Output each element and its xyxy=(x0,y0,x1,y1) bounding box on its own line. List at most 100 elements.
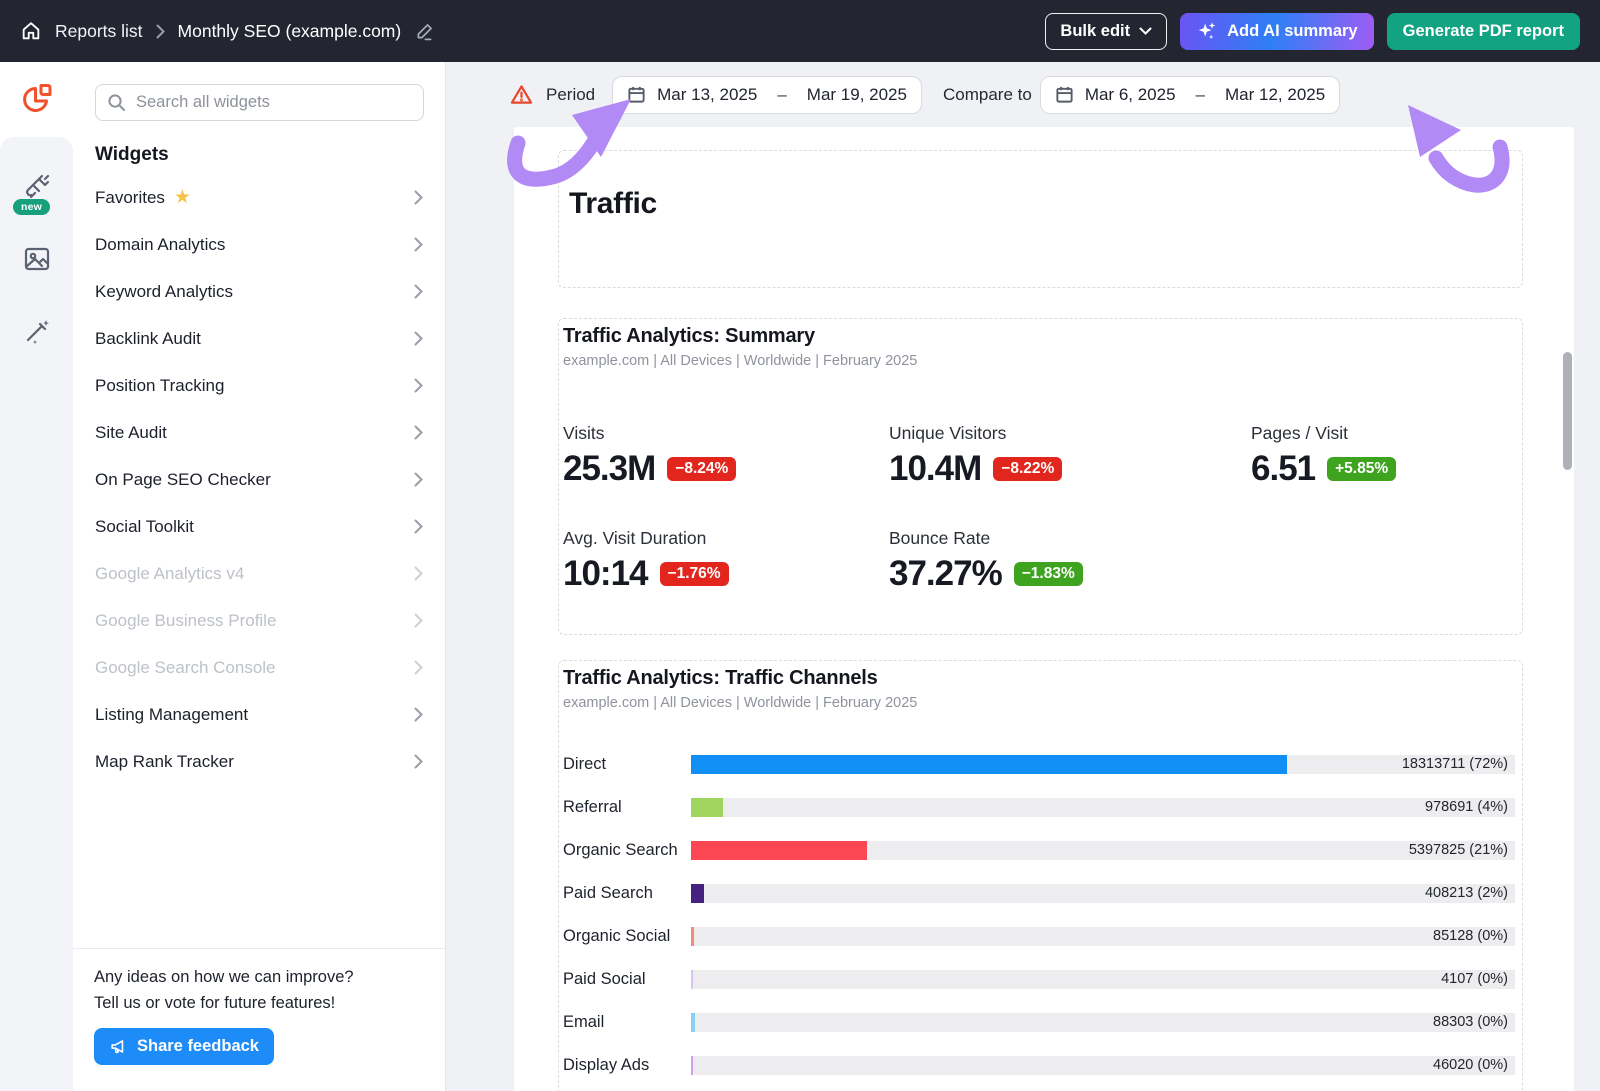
widget-subtitle: example.com | All Devices | Worldwide | … xyxy=(563,353,918,369)
bar-paid-social xyxy=(691,970,693,989)
sidebar-item-map-rank-tracker[interactable]: Map Rank Tracker xyxy=(73,738,445,785)
sidebar-item-position-tracking[interactable]: Position Tracking xyxy=(73,362,445,409)
widgets-panel: Widgets Favorites★ Domain Analytics Keyw… xyxy=(73,62,446,1091)
metric-visits: Visits 25.3M −8.24% xyxy=(563,423,737,489)
change-badge: +5.85% xyxy=(1327,456,1397,482)
change-badge: −8.22% xyxy=(993,456,1063,482)
calendar-icon xyxy=(628,86,645,103)
sidebar-item-social-toolkit[interactable]: Social Toolkit xyxy=(73,503,445,550)
scrollbar-thumb[interactable] xyxy=(1563,352,1572,470)
bar-value: 5397825 (21%) xyxy=(1408,842,1508,858)
bulk-edit-button[interactable]: Bulk edit xyxy=(1045,12,1168,50)
megaphone-icon xyxy=(111,1040,124,1054)
sidebar-item-google-business-profile: Google Business Profile xyxy=(73,597,445,644)
rail-ai-tools-tab[interactable] xyxy=(0,295,73,367)
sidebar-item-listing-management[interactable]: Listing Management xyxy=(73,691,445,738)
bar-value: 85128 (0%) xyxy=(1433,928,1508,944)
compare-date-range[interactable]: Mar 6, 2025 – Mar 12, 2025 xyxy=(1039,75,1341,114)
rail-integrations-tab[interactable]: new xyxy=(0,151,73,223)
rail-secondary-tools: new xyxy=(0,137,73,1091)
bar-organic-search xyxy=(691,841,867,860)
chevron-right-icon xyxy=(414,613,423,628)
channel-row-direct: Direct 18313711 (72%) xyxy=(563,743,1515,786)
generate-pdf-button[interactable]: Generate PDF report xyxy=(1386,12,1580,50)
chevron-right-icon xyxy=(414,284,423,299)
channel-row-display-ads: Display Ads 46020 (0%) xyxy=(563,1044,1515,1087)
chevron-right-icon xyxy=(414,378,423,393)
widget-title: Traffic Analytics: Summary xyxy=(563,325,815,347)
report-title: Monthly SEO (example.com) xyxy=(177,20,402,41)
change-badge: −1.83% xyxy=(1013,561,1083,587)
widgets-search-input[interactable] xyxy=(95,84,424,121)
bar-value: 408213 (2%) xyxy=(1424,885,1508,901)
chevron-right-icon xyxy=(414,707,423,722)
period-bar: Period Mar 13, 2025 – Mar 19, 2025 Compa… xyxy=(446,62,1600,127)
rail-widgets-tab[interactable] xyxy=(0,62,73,134)
traffic-channels-widget[interactable]: Traffic Analytics: Traffic Channels exam… xyxy=(558,660,1523,1091)
widget-title: Traffic Analytics: Traffic Channels xyxy=(563,667,878,689)
magic-wand-icon xyxy=(26,320,49,344)
star-icon: ★ xyxy=(173,187,191,208)
bar-track: 46020 (0%) xyxy=(691,1056,1515,1075)
rail-images-tab[interactable] xyxy=(0,223,73,295)
bar-track: 18313711 (72%) xyxy=(691,755,1515,774)
channel-row-organic-search: Organic Search 5397825 (21%) xyxy=(563,829,1515,872)
section-title: Traffic xyxy=(569,187,657,220)
topbar-actions: Bulk edit Add AI summary Generate PDF re… xyxy=(1045,12,1580,50)
report-canvas-area: Period Mar 13, 2025 – Mar 19, 2025 Compa… xyxy=(446,62,1600,1091)
share-feedback-button[interactable]: Share feedback xyxy=(94,1028,274,1066)
metric-pages-per-visit: Pages / Visit 6.51 +5.85% xyxy=(1251,423,1397,489)
sidebar-item-favorites[interactable]: Favorites ★ xyxy=(73,174,445,221)
sidebar-item-on-page-seo-checker[interactable]: On Page SEO Checker xyxy=(73,456,445,503)
feedback-text-line1: Any ideas on how we can improve? xyxy=(94,968,354,986)
sidebar-item-google-analytics-v4: Google Analytics v4 xyxy=(73,550,445,597)
traffic-summary-widget[interactable]: Traffic Analytics: Summary example.com |… xyxy=(558,318,1523,635)
chevron-right-icon xyxy=(414,566,423,581)
bar-value: 46020 (0%) xyxy=(1433,1057,1508,1073)
breadcrumb-reports-list[interactable]: Reports list xyxy=(55,20,143,41)
channels-bar-chart: Direct 18313711 (72%) Referral 978691 (4… xyxy=(563,743,1515,1087)
breadcrumb-chevron-icon xyxy=(156,24,165,39)
period-start-date: Mar 13, 2025 xyxy=(657,84,758,104)
chevron-right-icon xyxy=(414,519,423,534)
channel-row-paid-social: Paid Social 4107 (0%) xyxy=(563,958,1515,1001)
sidebar-item-domain-analytics[interactable]: Domain Analytics xyxy=(73,221,445,268)
widget-subtitle: example.com | All Devices | Worldwide | … xyxy=(563,695,918,711)
sidebar-item-site-audit[interactable]: Site Audit xyxy=(73,409,445,456)
edit-title-icon[interactable] xyxy=(414,21,435,42)
compare-end-date: Mar 12, 2025 xyxy=(1225,84,1326,104)
bar-track: 88303 (0%) xyxy=(691,1013,1515,1032)
bar-track: 978691 (4%) xyxy=(691,798,1515,817)
bar-paid-search xyxy=(691,884,705,903)
channel-row-organic-social: Organic Social 85128 (0%) xyxy=(563,915,1515,958)
bar-value: 18313711 (72%) xyxy=(1401,756,1508,772)
sidebar-item-keyword-analytics[interactable]: Keyword Analytics xyxy=(73,268,445,315)
period-end-date: Mar 19, 2025 xyxy=(806,84,907,104)
bar-value: 978691 (4%) xyxy=(1424,799,1508,815)
feedback-text-line2: Tell us or vote for future features! xyxy=(94,993,336,1012)
breadcrumb: Reports list Monthly SEO (example.com) xyxy=(20,20,435,42)
chevron-right-icon xyxy=(414,660,423,675)
period-date-range[interactable]: Mar 13, 2025 – Mar 19, 2025 xyxy=(612,75,922,114)
add-ai-summary-button[interactable]: Add AI summary xyxy=(1180,12,1374,50)
channel-row-email: Email 88303 (0%) xyxy=(563,1001,1515,1044)
home-icon[interactable] xyxy=(20,20,42,42)
sidebar-item-backlink-audit[interactable]: Backlink Audit xyxy=(73,315,445,362)
bar-value: 4107 (0%) xyxy=(1441,971,1508,987)
plug-icon xyxy=(25,174,49,199)
report-sheet: Traffic Traffic Analytics: Summary examp… xyxy=(514,127,1574,1091)
chevron-right-icon xyxy=(414,331,423,346)
section-title-widget[interactable]: Traffic xyxy=(558,150,1523,288)
channel-row-paid-search: Paid Search 408213 (2%) xyxy=(563,872,1515,915)
pie-chart-icon xyxy=(22,84,51,112)
chevron-right-icon xyxy=(414,237,423,252)
bar-display-ads xyxy=(691,1056,694,1075)
chevron-right-icon xyxy=(414,190,423,205)
metric-bounce-rate: Bounce Rate 37.27% −1.83% xyxy=(889,528,1083,594)
compare-start-date: Mar 6, 2025 xyxy=(1084,84,1176,104)
bar-track: 85128 (0%) xyxy=(691,927,1515,946)
feedback-section: Any ideas on how we can improve? Tell us… xyxy=(73,948,445,1066)
bar-value: 88303 (0%) xyxy=(1433,1014,1508,1030)
icon-rail: new xyxy=(0,62,73,1091)
